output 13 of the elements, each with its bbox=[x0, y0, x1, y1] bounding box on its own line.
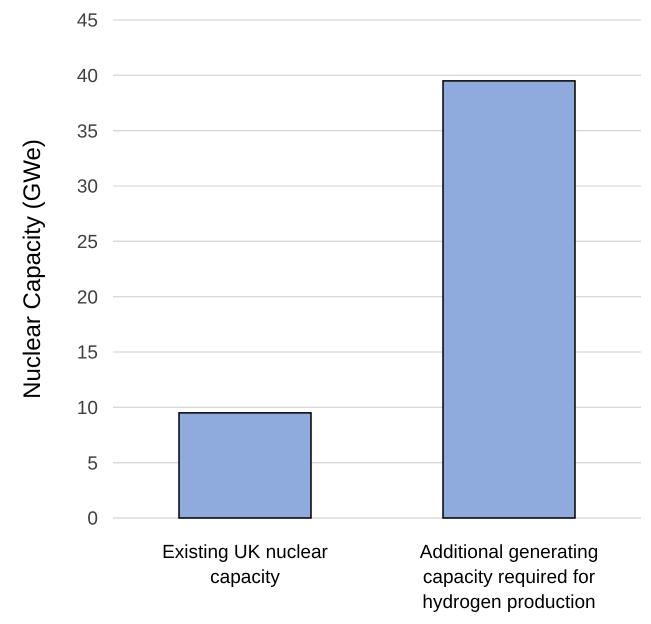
y-tick-label: 35 bbox=[76, 121, 98, 142]
y-tick-label: 15 bbox=[76, 342, 98, 364]
y-tick-label: 40 bbox=[76, 66, 98, 87]
y-tick-label: 45 bbox=[76, 10, 98, 32]
y-tick-label: 10 bbox=[76, 398, 98, 419]
y-tick-label: 20 bbox=[76, 287, 98, 308]
x-tick-label: Additional generating capacity required for hydrogen production bbox=[420, 542, 598, 613]
y-tick-label: 30 bbox=[76, 176, 98, 198]
x-tick-label: Existing UK nuclear capacity bbox=[162, 542, 329, 588]
y-tick-label: 25 bbox=[76, 232, 98, 253]
y-tick-label: 5 bbox=[87, 453, 98, 474]
y-tick-label: 0 bbox=[87, 508, 98, 530]
y-axis-title: Nuclear Capacity (GWe) bbox=[19, 139, 46, 399]
